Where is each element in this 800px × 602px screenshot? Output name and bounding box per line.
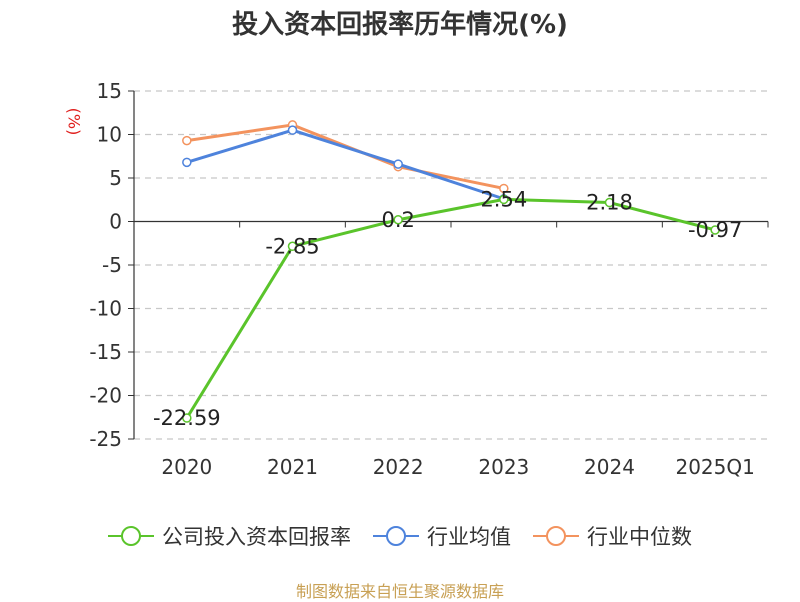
data-label: -0.97 bbox=[688, 218, 742, 242]
y-tick-label: 0 bbox=[109, 210, 122, 234]
data-point bbox=[182, 135, 192, 146]
x-tick-label: 2025Q1 bbox=[675, 455, 754, 479]
legend-marker-industry-mean bbox=[373, 526, 419, 546]
series-line bbox=[185, 197, 716, 419]
y-tick-label: -10 bbox=[89, 297, 122, 321]
y-tick-label: 15 bbox=[97, 79, 122, 103]
data-point bbox=[604, 197, 615, 208]
y-tick-label: 5 bbox=[109, 166, 122, 190]
chart-title: 投入资本回报率历年情况(%) bbox=[232, 10, 568, 40]
data-point bbox=[287, 241, 298, 252]
axes: 15 10 5 0 -5 -10 -15 -20 -25 2020 2021 2022 2023 2024… bbox=[89, 79, 769, 479]
data-label: 2.18 bbox=[586, 191, 633, 215]
x-tick-label: 2023 bbox=[478, 455, 529, 479]
legend-label-company: 公司投入资本回报率 bbox=[162, 525, 351, 549]
data-point bbox=[499, 194, 509, 205]
gridlines bbox=[134, 90, 768, 440]
data-labels: -22.59 -2.85 0.2 2.54 2.18 -0.97 bbox=[153, 187, 742, 430]
data-label: -2.85 bbox=[265, 234, 319, 258]
legend: 公司投入资本回报率 行业均值 行业中位数 bbox=[0, 520, 800, 552]
x-tick-label: 2020 bbox=[161, 455, 212, 479]
data-label: 0.2 bbox=[381, 208, 414, 232]
series-lines bbox=[182, 120, 720, 423]
data-label: -22.59 bbox=[153, 406, 221, 430]
y-tick-label: -25 bbox=[89, 427, 122, 451]
x-tick-label: 2022 bbox=[373, 455, 424, 479]
data-point bbox=[182, 413, 192, 423]
data-point bbox=[393, 215, 403, 225]
y-tick-label: -5 bbox=[102, 253, 122, 277]
legend-item-industry-median[interactable]: 行业中位数 bbox=[533, 521, 692, 551]
x-tick-label: 2024 bbox=[584, 455, 635, 479]
x-tick-label: 2021 bbox=[267, 455, 318, 479]
legend-marker-industry-median bbox=[533, 526, 579, 546]
legend-item-company[interactable]: 公司投入资本回报率 bbox=[108, 521, 351, 551]
data-point bbox=[499, 183, 509, 194]
legend-label-industry-mean: 行业均值 bbox=[427, 525, 511, 549]
legend-item-industry-mean[interactable]: 行业均值 bbox=[373, 521, 511, 551]
y-tick-label: 10 bbox=[97, 123, 122, 147]
data-point bbox=[182, 157, 192, 168]
series-line bbox=[186, 128, 505, 201]
data-source-note: 制图数据来自恒生聚源数据库 bbox=[295, 582, 504, 601]
legend-marker-company bbox=[108, 526, 154, 546]
data-point bbox=[710, 225, 720, 235]
data-point bbox=[393, 159, 403, 169]
data-label: 2.54 bbox=[480, 187, 527, 211]
y-tick-label: -20 bbox=[89, 384, 122, 408]
y-tick-label: -15 bbox=[89, 340, 122, 364]
data-point bbox=[287, 125, 298, 135]
legend-label-industry-median: 行业中位数 bbox=[587, 525, 692, 549]
